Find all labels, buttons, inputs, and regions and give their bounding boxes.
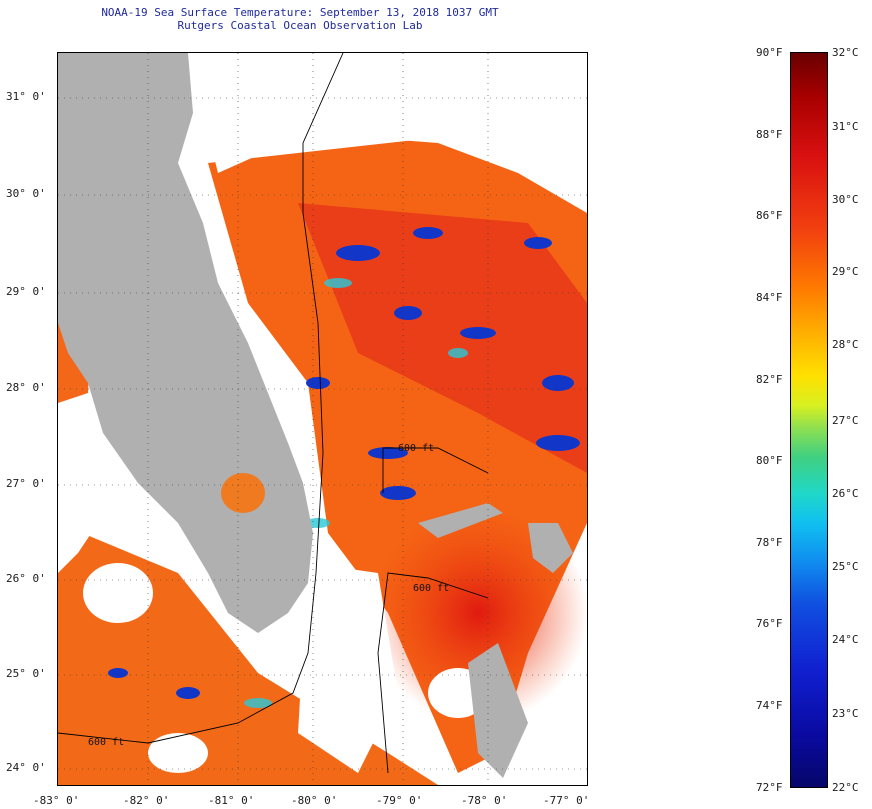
celsius-label: 25°C [832, 560, 859, 573]
lon-label: -80° 0' [291, 794, 337, 807]
fahrenheit-label: 78°F [756, 536, 783, 549]
celsius-label: 24°C [832, 633, 859, 646]
lon-label: -77° 0' [543, 794, 589, 807]
fahrenheit-label: 82°F [756, 373, 783, 386]
lon-label: -79° 0' [376, 794, 422, 807]
celsius-label: 22°C [832, 781, 859, 794]
celsius-label: 26°C [832, 487, 859, 500]
lon-label: -81° 0' [208, 794, 254, 807]
celsius-label: 32°C [832, 46, 859, 59]
lat-label: 29° 0' [6, 285, 46, 298]
lat-label: 31° 0' [6, 90, 46, 103]
lat-label: 30° 0' [6, 187, 46, 200]
lat-label: 26° 0' [6, 572, 46, 585]
celsius-label: 23°C [832, 707, 859, 720]
celsius-label: 30°C [832, 193, 859, 206]
fahrenheit-label: 80°F [756, 454, 783, 467]
fahrenheit-label: 88°F [756, 128, 783, 141]
lon-label: -83° 0' [33, 794, 79, 807]
fahrenheit-label: 84°F [756, 291, 783, 304]
sst-map: 600 ft 600 ft 600 ft [57, 52, 588, 786]
sst-colorbar [790, 52, 828, 788]
fahrenheit-label: 76°F [756, 617, 783, 630]
lon-label: -78° 0' [461, 794, 507, 807]
celsius-label: 31°C [832, 120, 859, 133]
lat-label: 28° 0' [6, 381, 46, 394]
lat-label: 24° 0' [6, 761, 46, 774]
sst-map-canvas: 600 ft 600 ft 600 ft [58, 53, 587, 785]
lat-label: 25° 0' [6, 667, 46, 680]
fahrenheit-label: 74°F [756, 699, 783, 712]
celsius-label: 27°C [832, 414, 859, 427]
fahrenheit-label: 86°F [756, 209, 783, 222]
contour-label: 600 ft [398, 443, 434, 454]
contour-label: 600 ft [413, 583, 449, 594]
map-subtitle: Rutgers Coastal Ocean Observation Lab [70, 19, 530, 32]
contour-label: 600 ft [88, 737, 124, 748]
map-title: NOAA-19 Sea Surface Temperature: Septemb… [70, 6, 530, 19]
fahrenheit-label: 90°F [756, 46, 783, 59]
lon-label: -82° 0' [123, 794, 169, 807]
celsius-label: 29°C [832, 265, 859, 278]
lake-okeechobee [221, 473, 265, 513]
celsius-label: 28°C [832, 338, 859, 351]
fahrenheit-label: 72°F [756, 781, 783, 794]
lat-label: 27° 0' [6, 477, 46, 490]
